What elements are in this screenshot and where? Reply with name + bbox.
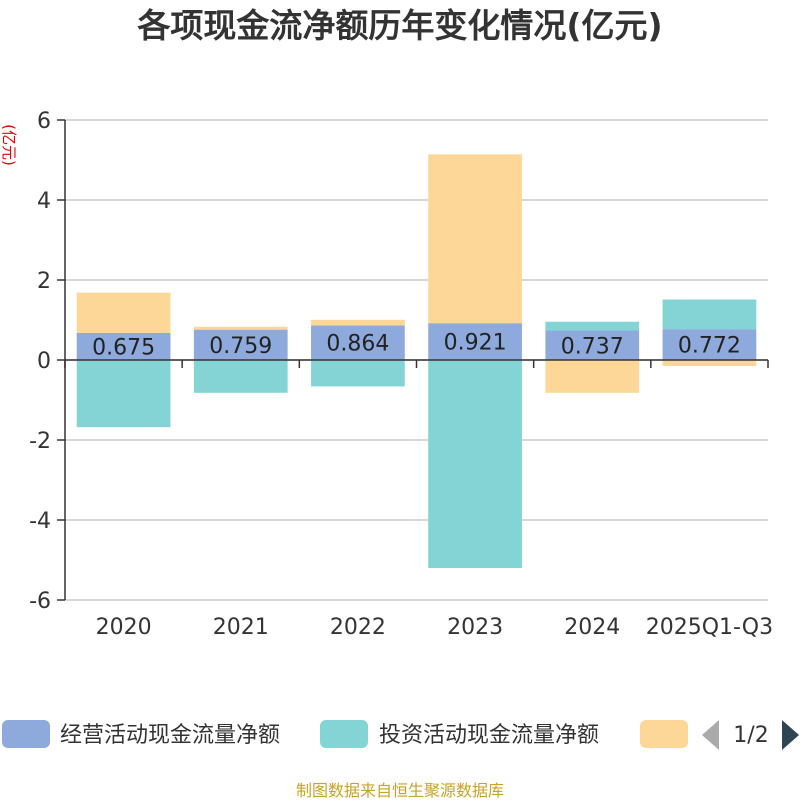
y-tick-label: -2 — [29, 429, 51, 454]
legend-swatch[interactable] — [640, 720, 688, 748]
data-label: 0.921 — [444, 331, 507, 356]
data-label: 0.864 — [326, 332, 389, 357]
legend-prev-icon[interactable] — [702, 720, 719, 750]
x-tick-label: 2025Q1-Q3 — [646, 615, 773, 640]
legend-next-icon[interactable] — [782, 720, 799, 750]
bar-2025Q1-Q3-series-0[interactable] — [662, 329, 757, 360]
bar-2022-series-0[interactable] — [311, 325, 405, 360]
bar-2025Q1-Q3-series-2[interactable] — [662, 360, 757, 366]
data-labels: 0.675 0.759 0.864 0.921 0.737 0.772 — [92, 331, 741, 361]
y-tick-label: -6 — [29, 589, 51, 614]
y-tick-label: 0 — [37, 349, 51, 374]
bar-2024-series-0[interactable] — [545, 330, 640, 360]
y-tick-label: 6 — [37, 109, 51, 134]
axes: 6 4 2 0 -2 -4 -6 2020 2021 2022 2023 2024 2025Q1-Q3 — [29, 109, 773, 640]
x-tick-label: 2021 — [213, 615, 269, 640]
bar-2020-series-2[interactable] — [76, 292, 171, 333]
x-tick-label: 2020 — [96, 615, 152, 640]
legend-label[interactable]: 投资活动现金流量净额 — [379, 723, 599, 748]
data-label: 0.737 — [561, 334, 624, 359]
x-tick-label: 2024 — [564, 615, 620, 640]
bar-2021-series-1[interactable] — [193, 360, 288, 393]
bar-2024-series-1[interactable] — [545, 321, 640, 331]
data-label: 0.759 — [209, 334, 272, 359]
bar-2025Q1-Q3-series-1[interactable] — [662, 299, 757, 330]
source-note: 制图数据来自恒生聚源数据库 — [296, 781, 504, 800]
bar-2024-series-2[interactable] — [545, 360, 640, 393]
y-tick-label: -4 — [29, 509, 51, 534]
legend-swatch[interactable] — [2, 720, 50, 748]
bar-2023-series-1[interactable] — [428, 360, 522, 568]
chart-title: 各项现金流净额历年变化情况(亿元) — [136, 6, 662, 45]
legend-label[interactable]: 经营活动现金流量净额 — [60, 723, 280, 748]
x-tick-label: 2022 — [330, 615, 386, 640]
bar-2023-series-0[interactable] — [428, 323, 522, 360]
bar-2020-series-1[interactable] — [76, 360, 171, 428]
legend-page-indicator: 1/2 — [733, 723, 768, 748]
x-tick-label: 2023 — [447, 615, 503, 640]
y-tick-label: 4 — [37, 189, 51, 214]
legend: 经营活动现金流量净额 投资活动现金流量净额 1/2 — [2, 720, 799, 750]
data-label: 0.772 — [678, 334, 741, 359]
y-tick-label: 2 — [37, 269, 51, 294]
bars — [76, 154, 757, 568]
bar-2023-series-2[interactable] — [428, 154, 522, 324]
bar-2021-series-0[interactable] — [193, 329, 288, 360]
legend-swatch[interactable] — [320, 720, 368, 748]
bar-2022-series-1[interactable] — [311, 360, 405, 387]
bar-2020-series-0[interactable] — [76, 333, 171, 360]
bar-2022-series-2[interactable] — [311, 319, 405, 326]
y-axis-unit: (亿元) — [0, 124, 18, 166]
data-label: 0.675 — [92, 336, 155, 361]
bar-2021-series-2[interactable] — [193, 326, 288, 330]
